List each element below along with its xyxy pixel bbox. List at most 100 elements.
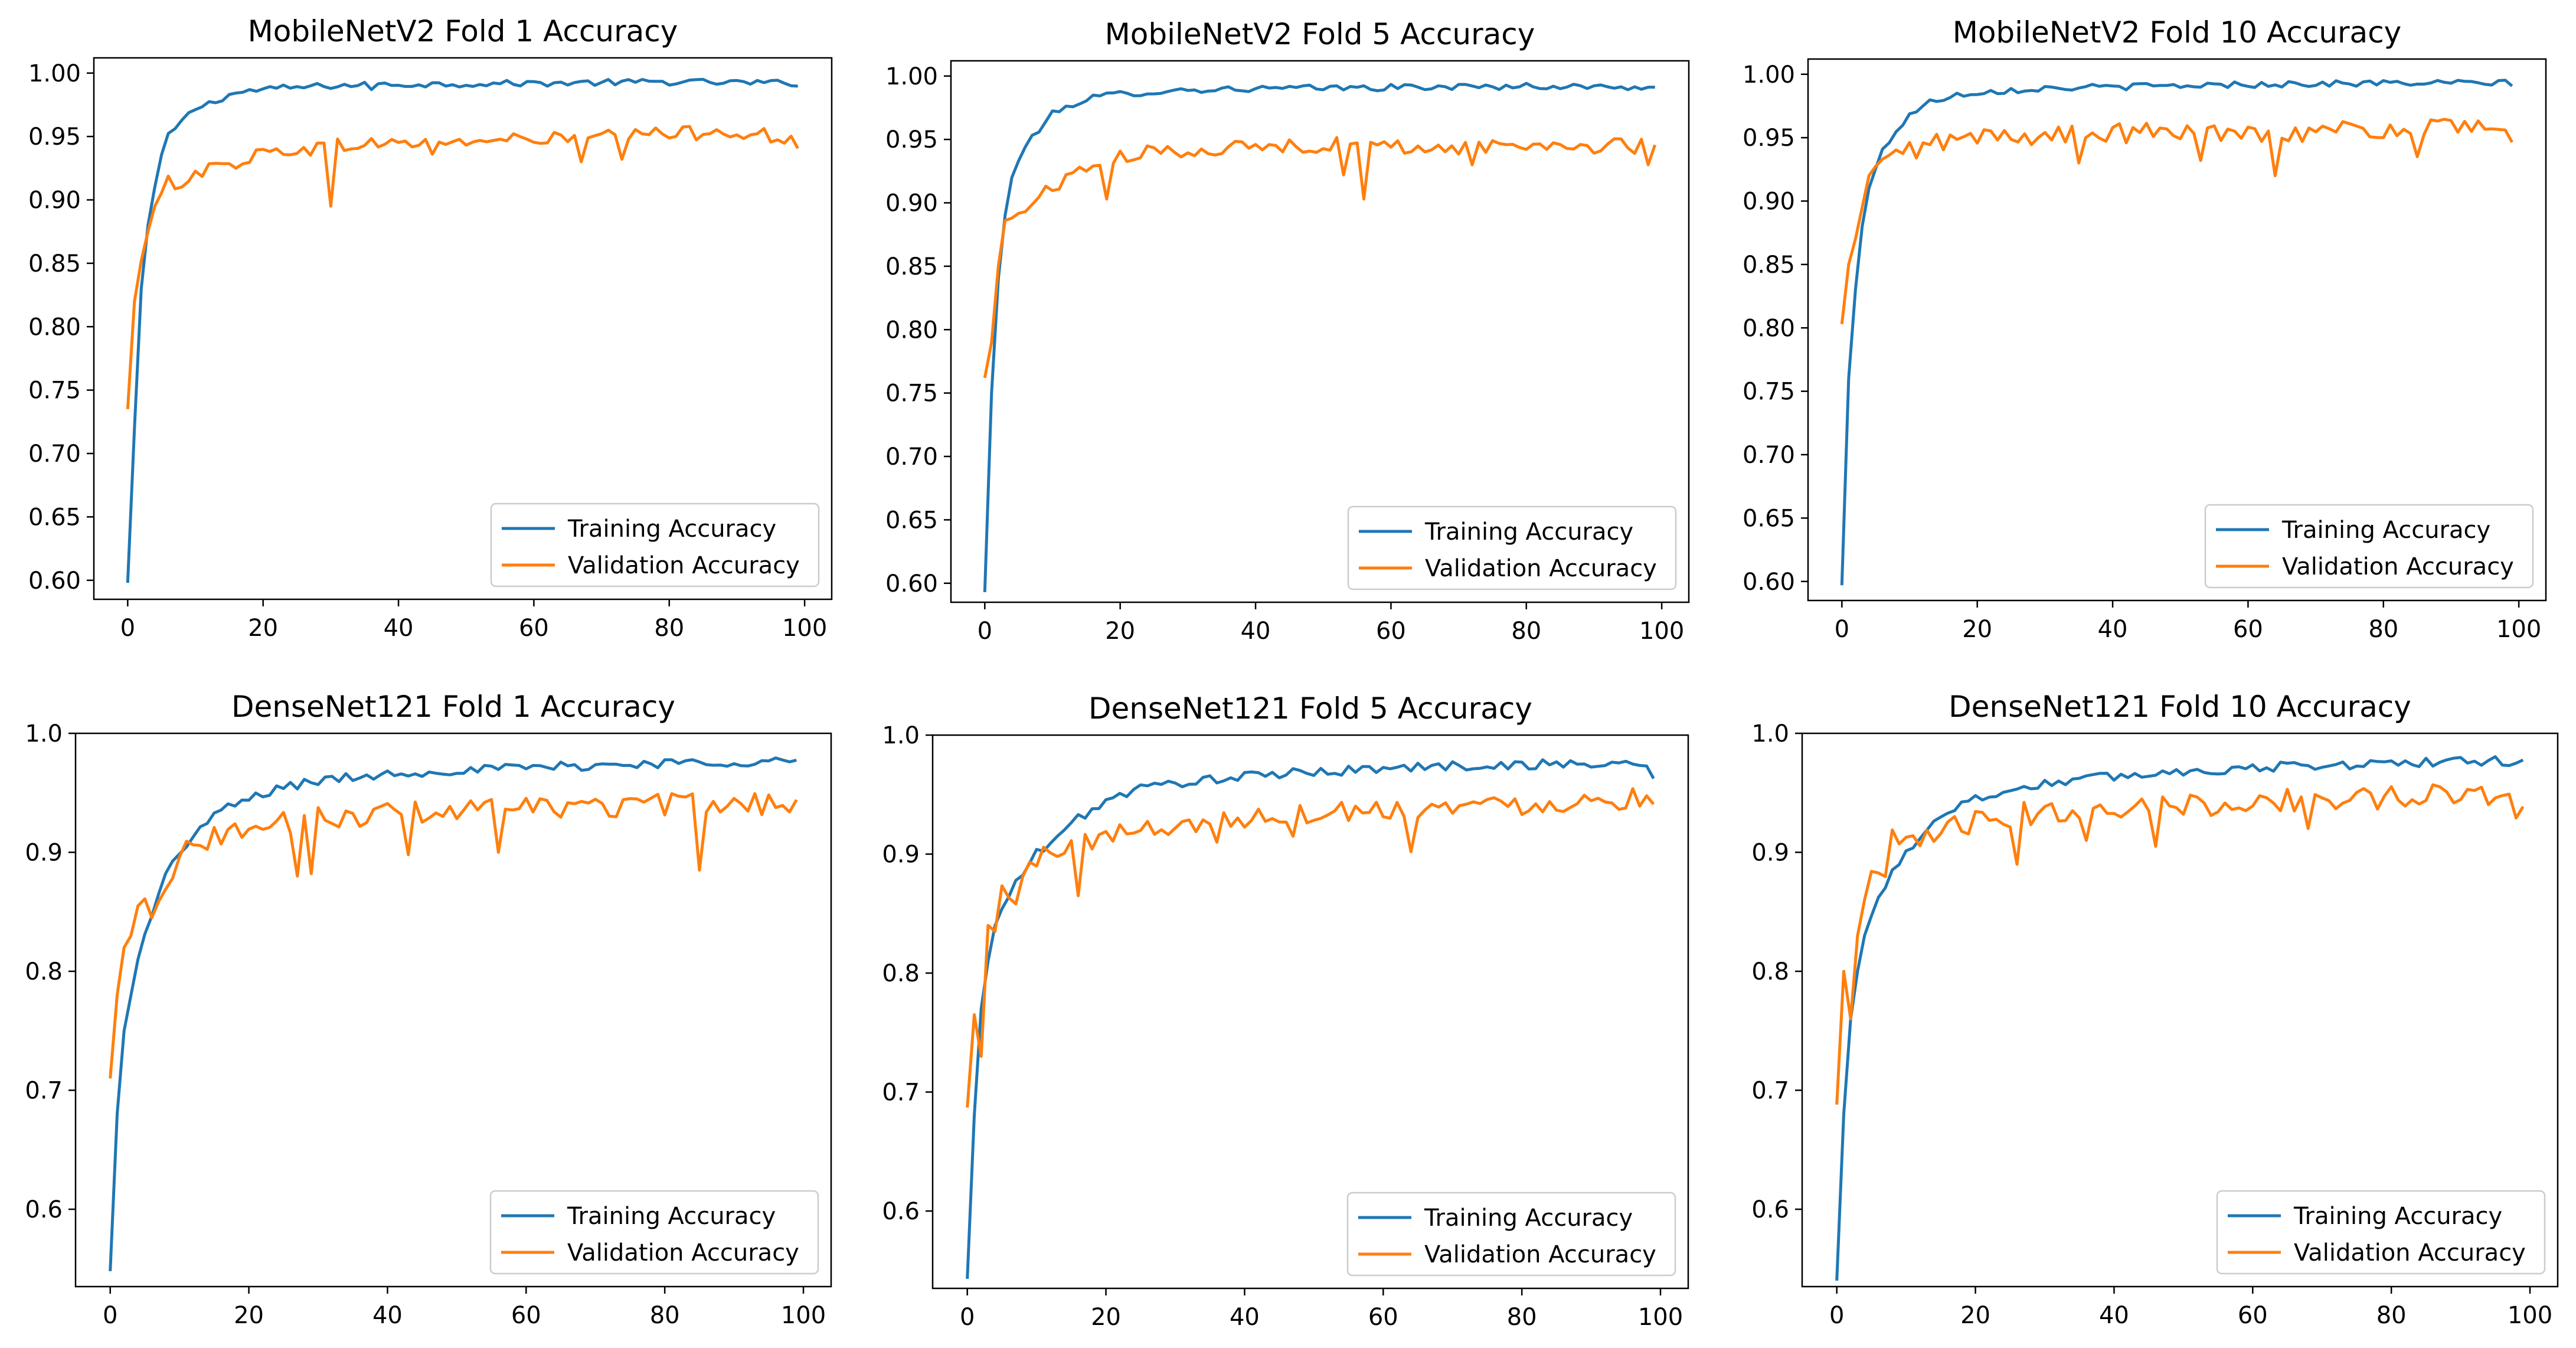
x-tick-label: 40 xyxy=(384,615,414,642)
x-tick-label: 60 xyxy=(511,1302,541,1329)
chart-title: MobileNetV2 Fold 10 Accuracy xyxy=(1953,15,2402,50)
y-tick-label: 0.75 xyxy=(1743,378,1795,406)
legend-box xyxy=(1346,1192,1676,1277)
x-tick-label: 0 xyxy=(103,1302,117,1329)
legend-validation-label: Validation Accuracy xyxy=(2282,553,2514,580)
training-accuracy-line xyxy=(1835,755,2524,1281)
legend-training-label: Training Accuracy xyxy=(2293,1203,2502,1230)
subplot-5: DenseNet121 Fold 5 Accuracy 0 20 40 60 80 100 0… xyxy=(882,691,1689,1331)
training-accuracy-line xyxy=(109,756,797,1271)
legend-validation-label: Validation Accuracy xyxy=(2294,1239,2526,1267)
validation-accuracy-line xyxy=(1840,117,2513,325)
subplot-1: MobileNetV2 Fold 1 Accuracy 0 20 40 60 80 100 0… xyxy=(28,14,833,642)
x-tick-label: 100 xyxy=(781,1302,826,1329)
x-tick-label: 0 xyxy=(120,615,135,642)
legend-training-label: Training Accuracy xyxy=(2281,517,2490,544)
x-tick-label: 40 xyxy=(1241,618,1271,645)
y-tick-label: 0.70 xyxy=(885,443,938,471)
legend-training-label: Training Accuracy xyxy=(567,515,776,543)
y-tick-label: 1.00 xyxy=(1743,61,1795,89)
legend-box xyxy=(489,1190,819,1275)
x-tick-label: 80 xyxy=(2376,1302,2407,1329)
y-tick-label: 0.85 xyxy=(1743,252,1795,279)
x-tick-label: 0 xyxy=(1829,1302,1844,1329)
x-tick-label: 20 xyxy=(1105,618,1135,645)
x-tick-label: 60 xyxy=(1376,618,1406,645)
chart-title: DenseNet121 Fold 10 Accuracy xyxy=(1949,690,2411,724)
legend-validation-label: Validation Accuracy xyxy=(1425,555,1657,582)
legend-box xyxy=(1347,505,1677,590)
x-tick-label: 80 xyxy=(650,1302,680,1329)
y-tick-label: 0.65 xyxy=(28,504,81,531)
validation-accuracy-line xyxy=(966,787,1655,1108)
y-tick-label: 0.6 xyxy=(25,1196,63,1223)
x-tick-label: 60 xyxy=(519,615,549,642)
x-tick-label: 80 xyxy=(1507,1304,1537,1331)
y-tick-label: 0.8 xyxy=(1751,958,1789,985)
x-tick-label: 60 xyxy=(2233,616,2263,643)
x-tick-label: 20 xyxy=(1962,616,1992,643)
legend-training-label: Training Accuracy xyxy=(1424,1205,1633,1232)
legend-validation-label: Validation Accuracy xyxy=(567,1239,799,1267)
y-tick-label: 0.7 xyxy=(882,1079,920,1107)
validation-accuracy-line xyxy=(1835,783,2525,1105)
chart-title: DenseNet121 Fold 5 Accuracy xyxy=(1088,691,1532,726)
y-tick-label: 0.95 xyxy=(1743,125,1795,152)
y-tick-label: 0.85 xyxy=(28,250,81,278)
legend: Training Accuracy Validation Accuracy xyxy=(489,1190,819,1275)
y-tick-label: 0.90 xyxy=(885,190,938,217)
x-tick-label: 100 xyxy=(2508,1302,2552,1329)
axes-frame xyxy=(1807,58,2547,602)
y-tick-label: 0.70 xyxy=(1743,442,1795,469)
y-tick-label: 1.0 xyxy=(1751,720,1789,748)
y-tick-label: 0.65 xyxy=(885,507,938,534)
x-tick-label: 0 xyxy=(978,618,992,645)
subplot-6: DenseNet121 Fold 10 Accuracy 0 20 40 60 80 100… xyxy=(1751,690,2559,1329)
training-accuracy-line xyxy=(983,81,1655,592)
legend-box xyxy=(2216,1190,2546,1275)
legend: Training Accuracy Validation Accuracy xyxy=(490,502,820,587)
validation-accuracy-line xyxy=(109,792,798,1079)
x-tick-label: 0 xyxy=(960,1304,975,1331)
x-tick-label: 20 xyxy=(1960,1302,1990,1329)
chart-title: DenseNet121 Fold 1 Accuracy xyxy=(231,690,675,724)
y-tick-label: 0.80 xyxy=(885,316,938,344)
x-tick-label: 100 xyxy=(1638,1304,1683,1331)
axes-frame xyxy=(1801,732,2559,1288)
subplot-4: DenseNet121 Fold 1 Accuracy 0 20 40 60 80 100 0… xyxy=(25,690,832,1329)
legend-training-label: Training Accuracy xyxy=(1424,518,1633,546)
y-tick-label: 0.9 xyxy=(25,840,63,867)
x-tick-label: 80 xyxy=(2368,616,2398,643)
y-tick-label: 0.80 xyxy=(28,314,81,341)
y-tick-label: 0.6 xyxy=(882,1198,920,1225)
y-tick-label: 0.75 xyxy=(885,380,938,407)
x-tick-label: 40 xyxy=(1230,1304,1260,1331)
y-tick-label: 0.80 xyxy=(1743,315,1795,342)
y-tick-label: 0.7 xyxy=(1751,1078,1789,1105)
y-tick-label: 1.00 xyxy=(28,60,81,87)
y-tick-label: 0.6 xyxy=(1751,1196,1789,1223)
y-tick-label: 0.90 xyxy=(1743,188,1795,216)
x-tick-label: 60 xyxy=(2238,1302,2268,1329)
x-tick-label: 40 xyxy=(372,1302,403,1329)
y-tick-label: 0.95 xyxy=(28,123,81,151)
axes-frame xyxy=(93,57,833,600)
validation-accuracy-line xyxy=(983,136,1657,378)
x-tick-label: 80 xyxy=(1511,618,1541,645)
y-tick-label: 0.60 xyxy=(1743,569,1795,596)
x-tick-label: 40 xyxy=(2098,616,2128,643)
y-tick-label: 0.9 xyxy=(1751,840,1789,867)
y-tick-label: 1.00 xyxy=(885,63,938,90)
y-tick-label: 0.7 xyxy=(25,1078,63,1105)
subplot-2: MobileNetV2 Fold 5 Accuracy 0 20 40 60 80 100 0… xyxy=(885,17,1690,645)
x-tick-label: 40 xyxy=(2099,1302,2129,1329)
x-tick-label: 80 xyxy=(654,615,684,642)
training-accuracy-line xyxy=(126,77,798,583)
x-tick-label: 100 xyxy=(2496,616,2541,643)
y-tick-label: 0.60 xyxy=(28,567,81,595)
y-tick-label: 0.65 xyxy=(1743,505,1795,532)
x-tick-label: 0 xyxy=(1835,616,1849,643)
legend: Training Accuracy Validation Accuracy xyxy=(2216,1190,2546,1275)
